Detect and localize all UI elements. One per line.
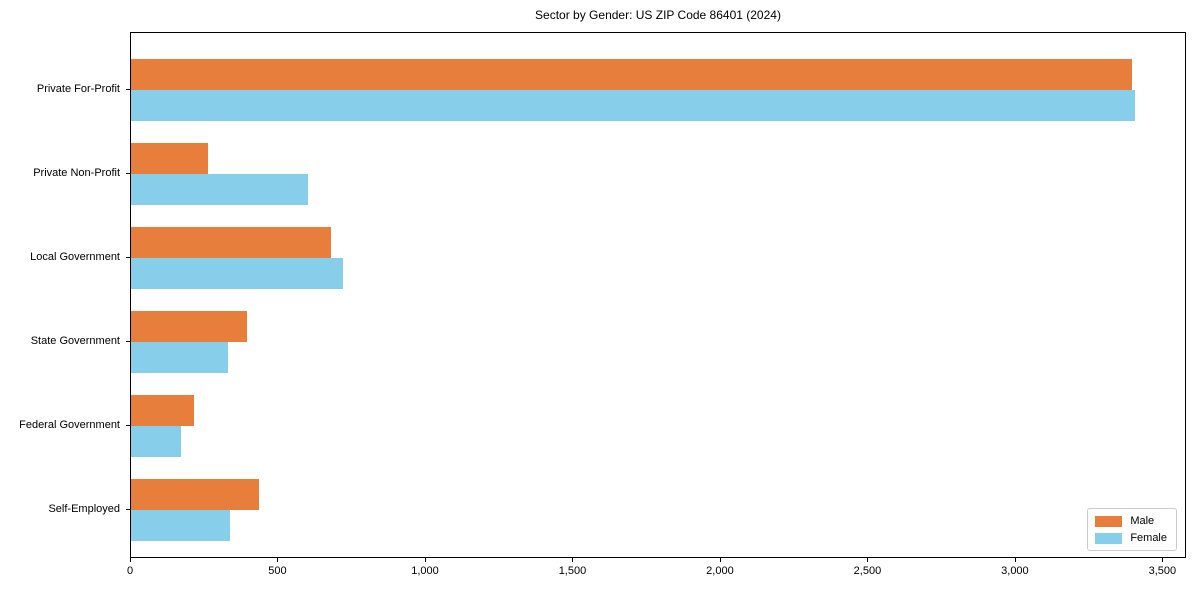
y-axis-tick (126, 257, 130, 258)
x-axis-tick (130, 558, 131, 562)
bar-female-state-government (131, 342, 229, 373)
legend-entry-male: Male (1095, 515, 1167, 527)
bar-female-private-for-profit (131, 90, 1135, 121)
legend-swatch-male (1095, 515, 1123, 527)
x-axis-tick (1162, 558, 1164, 562)
chart-title: Sector by Gender: US ZIP Code 86401 (202… (535, 8, 781, 22)
bar-male-state-government (131, 311, 248, 342)
y-axis-tick (126, 509, 130, 510)
x-axis-tick (424, 558, 426, 562)
bar-female-self-employed (131, 510, 230, 541)
x-axis-tick (719, 558, 721, 562)
x-axis-tick (867, 558, 869, 562)
x-axis-tick-label: 2,000 (706, 565, 734, 577)
y-axis-label-private-for-profit: Private For-Profit (36, 83, 120, 95)
bar-female-local-government (131, 258, 343, 289)
bar-female-federal-government (131, 426, 182, 457)
x-axis-tick-label: 0 (126, 565, 134, 577)
y-axis-label-private-non-profit: Private Non-Profit (33, 167, 120, 179)
x-axis-tick-label: 2,500 (853, 565, 882, 577)
legend-swatch-female (1095, 532, 1123, 544)
y-axis-label-self-employed: Self-Employed (48, 503, 120, 515)
x-axis-tick-label: 3,000 (1001, 565, 1029, 577)
y-axis-tick (126, 341, 130, 342)
x-axis-tick (1014, 558, 1016, 562)
legend-label-male: Male (1130, 515, 1155, 527)
legend-entry-female: Female (1095, 532, 1167, 544)
y-axis-label-state-government: State Government (30, 335, 120, 347)
x-axis-tick-label: 1,500 (558, 565, 587, 577)
plot-area: Male Female (130, 32, 1186, 558)
x-axis-tick-label: 500 (268, 565, 287, 577)
bar-male-federal-government (131, 395, 195, 426)
x-axis-tick (572, 558, 574, 562)
legend-label-female: Female (1130, 532, 1167, 544)
y-axis-tick (126, 89, 130, 90)
x-axis-tick-label: 1,000 (411, 565, 439, 577)
x-axis-tick (277, 558, 279, 562)
bar-female-private-non-profit (131, 174, 308, 205)
legend: Male Female (1087, 508, 1177, 551)
bar-male-private-for-profit (131, 59, 1132, 90)
y-axis-label-local-government: Local Government (30, 251, 120, 263)
bar-male-local-government (131, 227, 332, 258)
bar-male-private-non-profit (131, 143, 208, 174)
y-axis-tick (126, 425, 130, 426)
bar-male-self-employed (131, 479, 260, 510)
x-axis-tick-label: 3,500 (1148, 565, 1177, 577)
y-axis-tick (126, 173, 130, 174)
y-axis-label-federal-government: Federal Government (19, 419, 120, 431)
